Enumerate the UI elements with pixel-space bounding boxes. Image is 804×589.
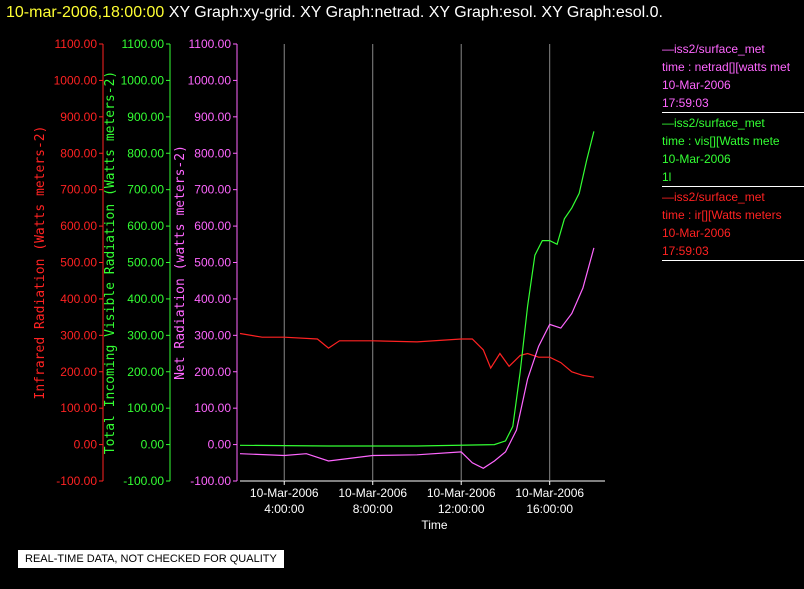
window-title: 10-mar-2006,18:00:00 XY Graph:xy-grid. X…	[6, 4, 663, 22]
y-tick-label: 100.00	[194, 401, 231, 415]
y-tick-label: 700.00	[60, 183, 97, 197]
x-tick-time: 16:00:00	[526, 502, 573, 516]
y-tick-label: 100.00	[60, 401, 97, 415]
y-tick-label: 1100.00	[189, 37, 232, 51]
axes: 1100.00 1000.00 900.00 800.00 700.00 600.00 50…	[33, 37, 605, 532]
x-tick-date: 10-Mar-2006	[515, 486, 584, 500]
y-tick-label: 1100.00	[55, 37, 98, 51]
y-tick-label: 200.00	[60, 365, 97, 379]
legend-line: time : netrad[][watts met	[662, 60, 791, 74]
y-tick-label: 300.00	[60, 328, 97, 342]
series-lines	[239, 131, 595, 469]
y-tick-label: 1100.00	[122, 37, 165, 51]
x-tick-time: 12:00:00	[438, 502, 485, 516]
y-tick-label: 800.00	[127, 146, 164, 160]
y-tick-label: 900.00	[194, 110, 231, 124]
y-tick-label: 1000.00	[54, 73, 98, 87]
y-tick-label: -100.00	[190, 474, 231, 488]
title-graphs: XY Graph:xy-grid. XY Graph:netrad. XY Gr…	[164, 4, 663, 21]
y-tick-label: 400.00	[194, 292, 231, 306]
y-tick-label: 500.00	[127, 256, 164, 270]
x-axis-title: Time	[421, 518, 448, 532]
y-tick-label: 600.00	[60, 219, 97, 233]
y-tick-label: 700.00	[127, 183, 164, 197]
y-tick-label: 100.00	[127, 401, 164, 415]
y-tick-label: 300.00	[194, 328, 231, 342]
x-tick-date: 10-Mar-2006	[427, 486, 496, 500]
x-tick-date: 10-Mar-2006	[250, 486, 319, 500]
title-time: 10-mar-2006,18:00:00	[6, 4, 165, 21]
legend-line: —iss2/surface_met	[662, 42, 765, 56]
y-tick-label: 600.00	[194, 219, 231, 233]
legend-line: time : ir[][Watts meters	[662, 208, 782, 222]
legend-line: —iss2/surface_met	[662, 116, 765, 130]
y-tick-label: 1000.00	[121, 73, 165, 87]
y-tick-label: 1000.00	[188, 73, 232, 87]
y-tick-label: 700.00	[194, 183, 231, 197]
legend-line: 1l	[662, 170, 672, 184]
legend-line: time : vis[][Watts mete	[662, 134, 780, 148]
y-tick-label: 400.00	[60, 292, 97, 306]
y-tick-label: 800.00	[194, 146, 231, 160]
y-tick-label: 0.00	[208, 438, 232, 452]
legend-line: 10-Mar-2006	[662, 152, 731, 166]
legend-line: 17:59:03	[662, 96, 709, 110]
x-tick-time: 8:00:00	[353, 502, 393, 516]
y-tick-label: 300.00	[127, 328, 164, 342]
legend-line: 17:59:03	[662, 244, 709, 258]
y-tick-label: 200.00	[194, 365, 231, 379]
y-tick-label: 800.00	[60, 146, 97, 160]
series-line	[239, 247, 595, 469]
series-line	[239, 131, 595, 447]
legend-line: 10-Mar-2006	[662, 78, 731, 92]
y-tick-label: -100.00	[123, 474, 164, 488]
y-tick-label: -100.00	[56, 474, 97, 488]
legend-line: —iss2/surface_met	[662, 190, 765, 204]
y-axis-title: Infrared Radiation (Watts meters-2)	[33, 126, 48, 400]
y-tick-label: 900.00	[127, 110, 164, 124]
y-tick-label: 500.00	[60, 256, 97, 270]
y-tick-label: 0.00	[141, 438, 165, 452]
grid-lines	[283, 44, 551, 481]
y-tick-label: 0.00	[74, 438, 98, 452]
y-tick-label: 200.00	[127, 365, 164, 379]
x-tick-time: 4:00:00	[264, 502, 304, 516]
y-axis-title: Net Radiation (watts meters-2)	[173, 145, 188, 380]
quality-notice: REAL-TIME DATA, NOT CHECKED FOR QUALITY	[18, 550, 284, 568]
y-tick-label: 900.00	[60, 110, 97, 124]
y-tick-label: 500.00	[194, 256, 231, 270]
y-axis-title: Total Incoming Visible Radiation (Watts …	[103, 71, 118, 455]
x-tick-date: 10-Mar-2006	[338, 486, 407, 500]
series-line	[239, 332, 594, 378]
y-tick-label: 400.00	[127, 292, 164, 306]
legend-line: 10-Mar-2006	[662, 226, 731, 240]
y-tick-label: 600.00	[127, 219, 164, 233]
